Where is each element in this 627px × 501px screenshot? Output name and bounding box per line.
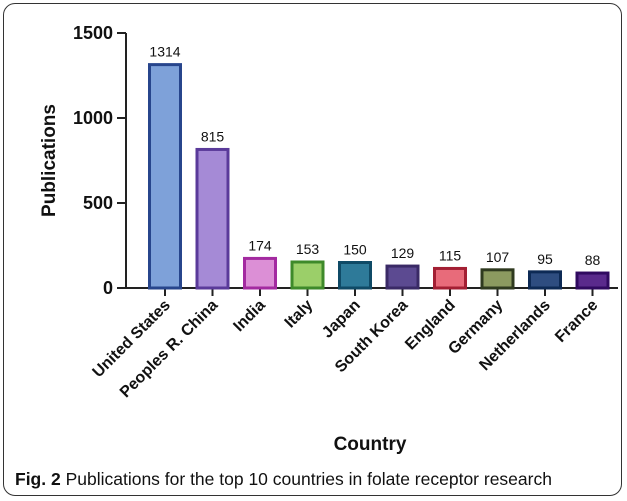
bar bbox=[243, 256, 277, 290]
bar bbox=[480, 268, 515, 290]
bar-value-label: 95 bbox=[537, 251, 553, 267]
bar-value-label: 88 bbox=[585, 252, 601, 268]
y-tick-label: 0 bbox=[103, 278, 113, 298]
bar-chart: 0 500 1000 1500 1314 815 174 153 150 129 115 107 95… bbox=[39, 23, 618, 455]
caption-text: Publications for the top 10 countries in… bbox=[60, 469, 552, 489]
bar-value-label: 150 bbox=[343, 242, 367, 258]
bar bbox=[433, 266, 467, 290]
figure-frame: 0 500 1000 1500 1314 815 174 153 150 129 115 107 95… bbox=[3, 3, 622, 496]
x-tick-label: Italy bbox=[282, 297, 317, 332]
figure-caption: Fig. 2 Publications for the top 10 count… bbox=[15, 469, 620, 490]
bar bbox=[575, 271, 610, 290]
bar bbox=[290, 260, 325, 290]
x-tick-label: France bbox=[552, 297, 601, 346]
bar bbox=[338, 261, 372, 290]
bar-value-label: 107 bbox=[486, 249, 510, 265]
bar-value-label: 1314 bbox=[149, 44, 180, 60]
y-tick-label: 500 bbox=[83, 193, 113, 213]
bar-value-label: 153 bbox=[296, 241, 320, 257]
bars bbox=[148, 63, 610, 290]
caption-label: Fig. 2 bbox=[15, 469, 61, 489]
bar bbox=[385, 264, 420, 290]
y-axis-title: Publications bbox=[39, 104, 60, 217]
bar bbox=[195, 147, 230, 290]
y-tick-label: 1500 bbox=[73, 23, 113, 43]
y-axis: 0 500 1000 1500 bbox=[73, 23, 127, 298]
bar-value-label: 815 bbox=[201, 128, 225, 144]
bar-value-label: 115 bbox=[439, 247, 462, 263]
value-labels: 1314 815 174 153 150 129 115 107 95 88 bbox=[149, 44, 600, 268]
x-tick-label: India bbox=[230, 297, 268, 335]
x-tick-label: Japan bbox=[319, 297, 364, 342]
bar bbox=[528, 270, 562, 290]
bar-value-label: 174 bbox=[248, 237, 272, 253]
y-tick-label: 1000 bbox=[73, 108, 113, 128]
bar-value-label: 129 bbox=[391, 245, 415, 261]
bar bbox=[148, 63, 182, 290]
x-axis-title: Country bbox=[334, 434, 407, 455]
